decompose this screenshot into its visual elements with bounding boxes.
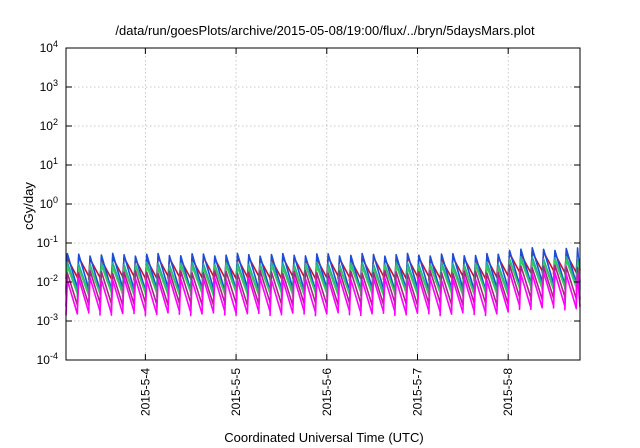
x-tick-label: 2015-5-7 bbox=[410, 368, 424, 416]
x-tick-label: 2015-5-5 bbox=[229, 368, 243, 416]
x-ticks: 2015-5-4 2015-5-5 2015-5-6 2015-5-7 2015-5-8 bbox=[138, 48, 515, 416]
y-tick-label: 10-4 bbox=[37, 351, 58, 367]
x-tick-label: 2015-5-6 bbox=[320, 368, 334, 416]
y-tick-label: 100 bbox=[40, 195, 58, 211]
y-axis-label: cGy/day bbox=[21, 182, 36, 230]
chart-title: /data/run/goesPlots/archive/2015-05-08/1… bbox=[115, 23, 535, 38]
y-tick-label: 10-1 bbox=[37, 234, 58, 250]
y-tick-label: 10-3 bbox=[37, 312, 58, 328]
y-ticks: 10-4 10-3 10-2 10-1 100 101 102 103 104 bbox=[37, 39, 580, 367]
y-tick-label: 101 bbox=[40, 156, 58, 172]
x-tick-label: 2015-5-8 bbox=[501, 368, 515, 416]
series-line-6 bbox=[65, 271, 581, 317]
x-tick-label: 2015-5-4 bbox=[138, 368, 152, 416]
y-tick-label: 103 bbox=[40, 78, 58, 94]
series-lines bbox=[65, 246, 581, 317]
y-tick-label: 102 bbox=[40, 117, 58, 133]
grid-lines bbox=[66, 48, 580, 360]
y-tick-label: 104 bbox=[40, 39, 58, 55]
y-tick-label: 10-2 bbox=[37, 273, 58, 289]
x-axis-label: Coordinated Universal Time (UTC) bbox=[224, 430, 423, 445]
